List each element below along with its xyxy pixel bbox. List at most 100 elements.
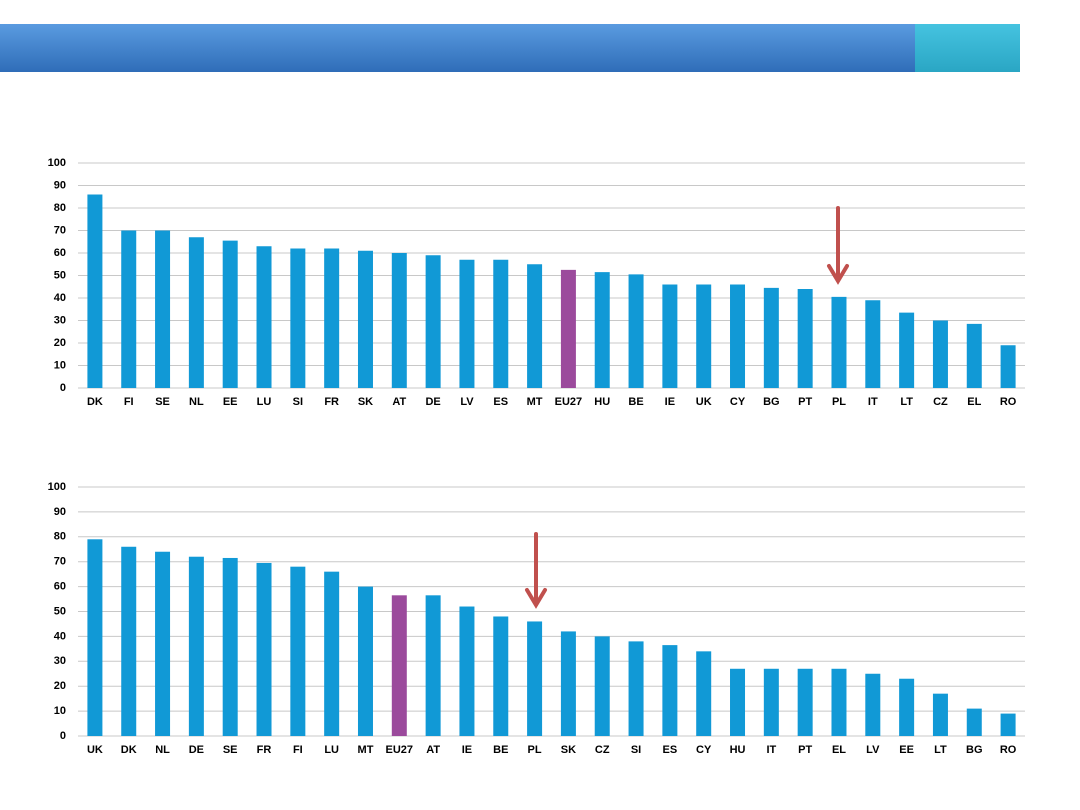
bar xyxy=(831,668,847,736)
x-tick-label: UK xyxy=(87,744,103,756)
bar xyxy=(730,284,746,388)
x-tick-label: HU xyxy=(730,744,746,756)
bar xyxy=(797,668,813,736)
x-tick-label: BG xyxy=(966,744,983,756)
bar xyxy=(1000,713,1016,736)
x-tick-label: SE xyxy=(155,396,170,408)
bar xyxy=(493,616,509,736)
bar xyxy=(425,595,441,736)
x-tick-label: SK xyxy=(358,396,373,408)
bar xyxy=(865,300,881,388)
bar xyxy=(391,595,407,736)
x-tick-label: LV xyxy=(866,744,880,756)
x-tick-label: RO xyxy=(1000,396,1017,408)
x-tick-label: HU xyxy=(594,396,610,408)
x-tick-label: CY xyxy=(730,396,746,408)
x-tick-label: ES xyxy=(493,396,508,408)
bar xyxy=(696,284,712,388)
bar xyxy=(324,248,340,388)
x-tick-label: EU27 xyxy=(386,744,414,756)
bar xyxy=(966,323,982,388)
bar xyxy=(899,678,915,736)
bar xyxy=(628,274,644,388)
bar xyxy=(256,246,272,388)
bar xyxy=(357,586,373,736)
y-tick-label: 0 xyxy=(60,382,66,394)
bar xyxy=(256,562,272,736)
y-tick-label: 40 xyxy=(54,292,66,304)
bar xyxy=(324,571,340,736)
x-tick-label: LT xyxy=(934,744,947,756)
bar xyxy=(188,556,204,736)
x-tick-label: PL xyxy=(528,744,542,756)
bar xyxy=(594,272,610,388)
bar xyxy=(121,230,137,388)
x-tick-label: CY xyxy=(696,744,712,756)
bar xyxy=(831,296,847,388)
bar xyxy=(966,708,982,736)
x-tick-label: AT xyxy=(426,744,440,756)
arrow xyxy=(827,206,849,285)
x-tick-label: DE xyxy=(425,396,440,408)
x-tick-label: IE xyxy=(462,744,472,756)
x-tick-label: FI xyxy=(293,744,303,756)
y-tick-label: 70 xyxy=(54,556,66,568)
bar xyxy=(357,250,373,388)
x-tick-label: LU xyxy=(257,396,272,408)
bar xyxy=(763,287,779,388)
bar xyxy=(527,264,543,388)
bar xyxy=(222,557,238,736)
bar xyxy=(1000,345,1016,388)
x-tick-label: PT xyxy=(798,396,812,408)
bar xyxy=(560,631,576,736)
y-tick-label: 90 xyxy=(54,179,66,191)
bar xyxy=(527,621,543,736)
y-tick-label: 60 xyxy=(54,247,66,259)
x-tick-label: ES xyxy=(663,744,678,756)
bar xyxy=(459,259,475,388)
x-tick-label: EE xyxy=(223,396,238,408)
header-bar xyxy=(0,24,915,72)
x-tick-label: SI xyxy=(293,396,303,408)
x-tick-label: DE xyxy=(189,744,204,756)
arrow xyxy=(525,532,547,609)
bar xyxy=(899,312,915,388)
y-tick-label: 20 xyxy=(54,680,66,692)
bar xyxy=(290,248,306,388)
x-tick-label: EL xyxy=(967,396,981,408)
y-tick-label: 60 xyxy=(54,581,66,593)
x-tick-label: IT xyxy=(868,396,878,408)
y-tick-label: 10 xyxy=(54,705,66,717)
bar xyxy=(493,259,509,388)
bar xyxy=(865,673,881,736)
bar xyxy=(425,255,441,388)
y-tick-label: 20 xyxy=(54,337,66,349)
y-tick-label: 50 xyxy=(54,605,66,617)
bar xyxy=(222,240,238,388)
bar xyxy=(87,539,103,736)
y-tick-label: 30 xyxy=(54,314,66,326)
x-tick-label: MT xyxy=(527,396,543,408)
bar xyxy=(459,606,475,736)
bar xyxy=(662,284,678,388)
y-tick-label: 40 xyxy=(54,630,66,642)
y-tick-label: 30 xyxy=(54,655,66,667)
y-tick-label: 90 xyxy=(54,506,66,518)
x-tick-label: PT xyxy=(798,744,812,756)
x-tick-label: MT xyxy=(358,744,374,756)
bar xyxy=(696,651,712,736)
x-tick-label: CZ xyxy=(933,396,948,408)
bar xyxy=(391,253,407,388)
y-tick-label: 100 xyxy=(48,157,66,169)
y-tick-label: 50 xyxy=(54,269,66,281)
x-tick-label: IE xyxy=(665,396,675,408)
bar xyxy=(932,693,948,736)
bar xyxy=(932,320,948,388)
x-tick-label: CZ xyxy=(595,744,610,756)
x-tick-label: FR xyxy=(257,744,272,756)
bar xyxy=(763,668,779,736)
x-tick-label: EL xyxy=(832,744,846,756)
bar xyxy=(628,641,644,736)
x-tick-label: SK xyxy=(561,744,576,756)
